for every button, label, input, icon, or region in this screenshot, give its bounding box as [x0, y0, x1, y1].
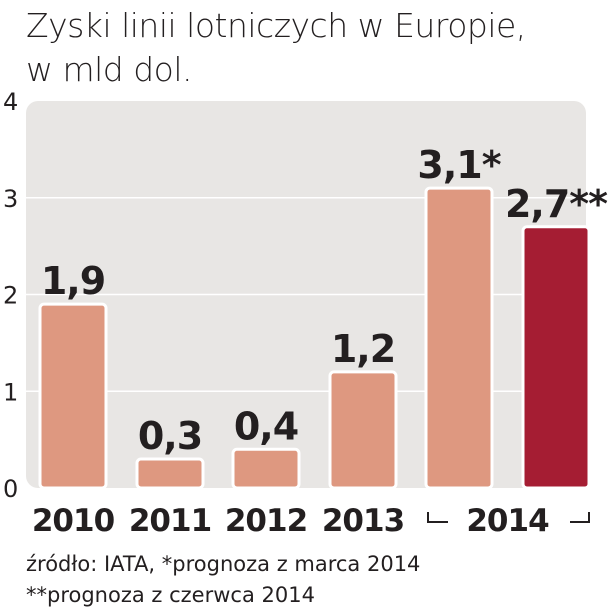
x-tick-label-group: 2014 — [466, 503, 549, 539]
value-label: 2,7** — [505, 182, 608, 226]
x-axis-ticks: 2010 2011 2012 2013 — [32, 503, 405, 539]
bar — [231, 447, 301, 490]
chart-subtitle: w mld dol. — [26, 50, 193, 89]
y-tick-label: 4 — [3, 88, 18, 116]
chart-title: Zyski linii lotniczych w Europie, — [26, 6, 526, 45]
value-label: 1,2 — [331, 327, 395, 371]
value-labels: 1,9 0,3 0,4 1,2 3,1*2,7** — [41, 143, 609, 458]
y-axis-ticks: 0 1 2 3 4 — [3, 88, 18, 503]
x-tick-label: 2013 — [322, 503, 404, 539]
source-notes: źródło: IATA, *prognoza z marca 2014 **p… — [26, 549, 420, 611]
y-tick-label: 1 — [3, 378, 18, 406]
bracket-right — [570, 512, 590, 523]
y-tick-label: 3 — [3, 185, 18, 213]
chart-title-block: Zyski linii lotniczych w Europie, w mld … — [26, 4, 526, 92]
bracket-left — [427, 512, 448, 523]
value-label: 3,1* — [417, 143, 501, 187]
x-tick-label: 2010 — [32, 503, 115, 539]
bar — [328, 370, 398, 490]
footnote-source: źródło: IATA, *prognoza z marca 2014 — [26, 552, 421, 576]
value-label: 1,9 — [41, 259, 105, 303]
x-tick-label: 2012 — [225, 503, 307, 539]
y-tick-label: 0 — [3, 475, 18, 503]
bar — [521, 225, 591, 490]
value-label: 0,4 — [234, 404, 298, 448]
bar — [135, 457, 205, 490]
bar — [38, 302, 108, 490]
value-label: 0,3 — [138, 414, 202, 458]
y-tick-label: 2 — [3, 282, 18, 310]
group-bracket: 2014 — [427, 503, 590, 539]
bars — [38, 186, 591, 490]
x-tick-label: 2011 — [129, 503, 211, 539]
bar — [424, 186, 494, 490]
footnote-forecast: **prognoza z czerwca 2014 — [26, 583, 315, 607]
